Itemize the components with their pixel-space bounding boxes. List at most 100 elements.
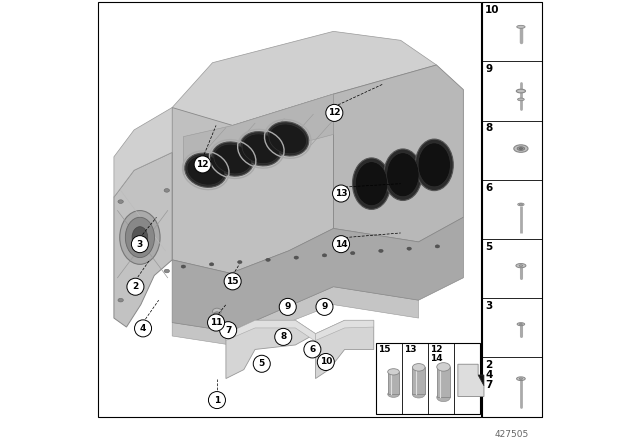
Text: 12: 12 [431, 345, 443, 353]
Text: 8: 8 [280, 332, 286, 341]
Ellipse shape [355, 162, 388, 206]
Text: 12: 12 [196, 160, 209, 169]
Ellipse shape [412, 391, 425, 398]
Circle shape [134, 320, 152, 337]
Bar [482, 2, 541, 417]
Polygon shape [172, 94, 333, 273]
Circle shape [127, 278, 144, 295]
Polygon shape [172, 217, 463, 332]
Circle shape [304, 341, 321, 358]
Ellipse shape [436, 362, 450, 371]
Text: 13: 13 [335, 189, 348, 198]
Text: 9: 9 [321, 302, 328, 311]
Circle shape [207, 314, 225, 331]
Ellipse shape [517, 323, 525, 326]
Ellipse shape [516, 89, 525, 93]
Ellipse shape [209, 263, 214, 266]
Text: 3: 3 [137, 240, 143, 249]
Ellipse shape [132, 227, 148, 248]
Ellipse shape [384, 149, 422, 200]
Ellipse shape [518, 98, 524, 101]
Circle shape [317, 353, 334, 370]
Circle shape [131, 236, 148, 253]
Text: 3: 3 [485, 301, 493, 311]
Text: 5: 5 [485, 242, 493, 252]
Text: 8: 8 [485, 123, 493, 134]
Circle shape [209, 392, 225, 409]
Ellipse shape [436, 393, 450, 402]
Ellipse shape [294, 256, 298, 259]
Ellipse shape [267, 122, 308, 156]
Ellipse shape [379, 249, 383, 252]
Text: 15: 15 [227, 277, 239, 286]
Text: 4: 4 [140, 324, 146, 333]
Ellipse shape [118, 200, 124, 203]
Ellipse shape [388, 391, 399, 397]
Text: 7: 7 [225, 326, 231, 335]
Text: 1: 1 [214, 396, 220, 405]
Ellipse shape [214, 144, 252, 174]
Ellipse shape [415, 139, 453, 191]
Ellipse shape [120, 211, 160, 264]
Ellipse shape [181, 265, 186, 268]
Circle shape [253, 355, 270, 372]
Text: 10: 10 [485, 5, 500, 15]
Text: 9: 9 [285, 302, 291, 311]
Ellipse shape [353, 158, 390, 210]
Ellipse shape [412, 364, 425, 371]
Polygon shape [458, 364, 484, 396]
Polygon shape [114, 152, 172, 327]
Ellipse shape [237, 260, 242, 263]
Text: 2: 2 [132, 282, 138, 291]
Ellipse shape [519, 378, 523, 379]
Circle shape [279, 298, 296, 315]
Ellipse shape [388, 369, 399, 375]
Ellipse shape [407, 247, 412, 250]
Circle shape [194, 156, 211, 173]
Polygon shape [226, 320, 316, 341]
Text: 7: 7 [485, 380, 493, 390]
Circle shape [333, 236, 349, 253]
Ellipse shape [266, 258, 270, 261]
Text: 6: 6 [309, 345, 316, 354]
Bar [376, 343, 481, 414]
Circle shape [275, 328, 292, 345]
Ellipse shape [519, 148, 523, 149]
Text: 9: 9 [485, 64, 492, 74]
Text: 427505: 427505 [495, 430, 529, 439]
Ellipse shape [164, 189, 170, 192]
Circle shape [326, 104, 343, 121]
Circle shape [224, 273, 241, 290]
Text: 2: 2 [485, 360, 493, 370]
Ellipse shape [240, 132, 282, 166]
Text: 4: 4 [485, 370, 493, 380]
Text: 13: 13 [404, 345, 417, 353]
Text: 12: 12 [328, 108, 340, 117]
Bar [98, 2, 481, 417]
Polygon shape [436, 367, 450, 397]
Text: 5: 5 [259, 359, 265, 368]
Ellipse shape [435, 245, 440, 248]
Ellipse shape [187, 155, 225, 185]
Ellipse shape [516, 377, 525, 380]
Polygon shape [388, 372, 399, 394]
Ellipse shape [520, 204, 522, 205]
Polygon shape [183, 94, 333, 175]
Text: 14: 14 [431, 354, 443, 363]
Ellipse shape [323, 254, 327, 257]
Polygon shape [114, 108, 172, 197]
Ellipse shape [212, 308, 221, 314]
Polygon shape [478, 375, 484, 386]
Ellipse shape [516, 26, 525, 28]
Ellipse shape [387, 153, 419, 197]
Ellipse shape [516, 263, 526, 268]
Text: 15: 15 [378, 345, 391, 353]
Ellipse shape [517, 147, 525, 151]
Ellipse shape [242, 134, 280, 164]
Ellipse shape [164, 269, 170, 273]
Text: 14: 14 [335, 240, 348, 249]
Ellipse shape [185, 153, 227, 187]
Text: 10: 10 [319, 358, 332, 366]
Ellipse shape [518, 203, 524, 206]
Circle shape [316, 298, 333, 315]
